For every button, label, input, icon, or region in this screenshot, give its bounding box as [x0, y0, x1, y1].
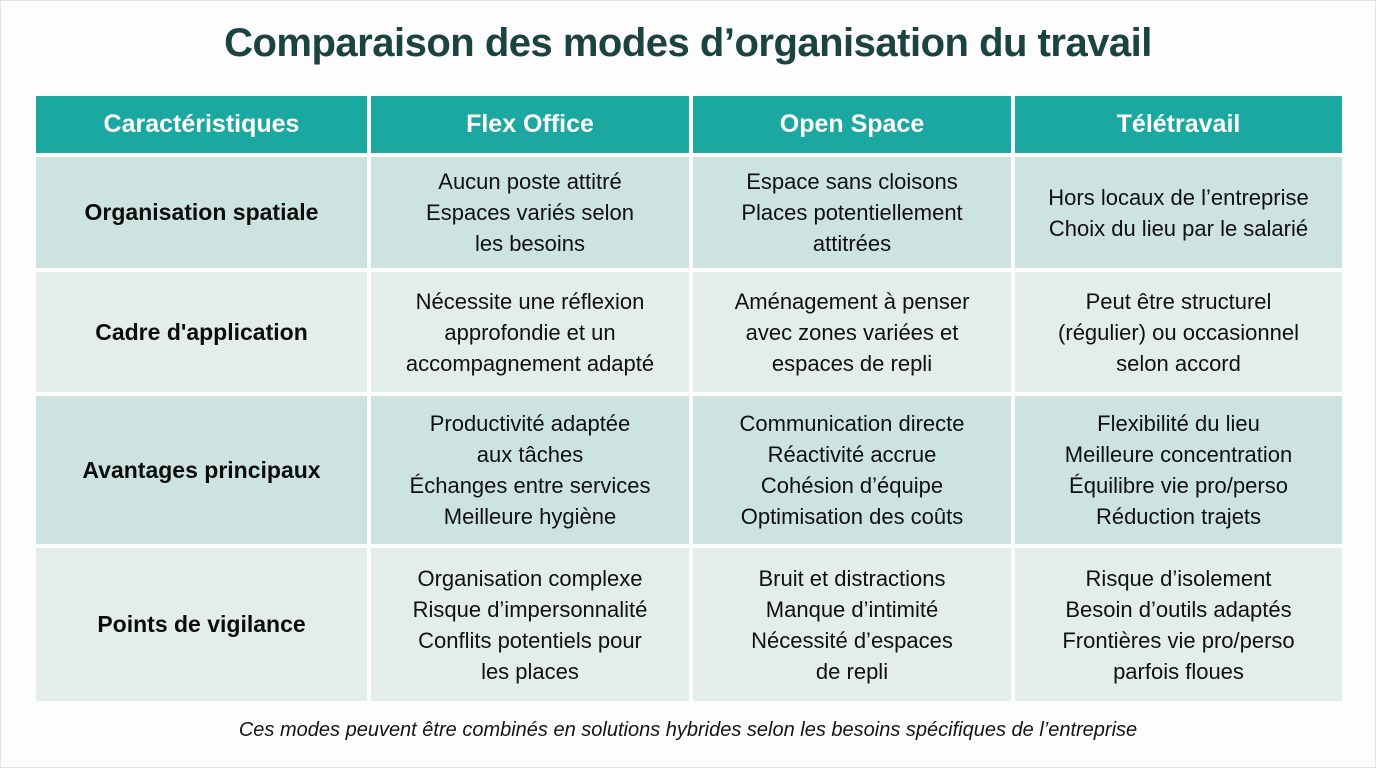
table-cell: Flexibilité du lieu Meilleure concentrat…: [1015, 396, 1342, 544]
column-header-open-space: Open Space: [693, 96, 1011, 153]
table-cell: Risque d’isolement Besoin d’outils adapt…: [1015, 548, 1342, 701]
row-label-points-de-vigilance: Points de vigilance: [36, 548, 367, 701]
row-label-organisation-spatiale: Organisation spatiale: [36, 157, 367, 268]
page-title: Comparaison des modes d’organisation du …: [224, 21, 1152, 65]
column-header-caracteristiques: Caractéristiques: [36, 96, 367, 153]
column-header-flex-office: Flex Office: [371, 96, 689, 153]
table-cell: Espace sans cloisons Places potentiellem…: [693, 157, 1011, 268]
table-cell: Communication directe Réactivité accrue …: [693, 396, 1011, 544]
column-header-teletravail: Télétravail: [1015, 96, 1342, 153]
row-label-cadre-application: Cadre d'application: [36, 272, 367, 392]
table-cell: Hors locaux de l’entreprise Choix du lie…: [1015, 157, 1342, 268]
table-cell: Aménagement à penser avec zones variées …: [693, 272, 1011, 392]
footnote: Ces modes peuvent être combinés en solut…: [238, 719, 1138, 741]
table-cell: Peut être structurel (régulier) ou occas…: [1015, 272, 1342, 392]
table-cell: Organisation complexe Risque d’impersonn…: [371, 548, 689, 701]
table-cell: Aucun poste attitré Espaces variés selon…: [371, 157, 689, 268]
table-cell: Bruit et distractions Manque d’intimité …: [693, 548, 1011, 701]
table-cell: Productivité adaptée aux tâches Échanges…: [371, 396, 689, 544]
comparison-table: Caractéristiques Flex Office Open Space …: [36, 96, 1342, 701]
row-label-avantages-principaux: Avantages principaux: [36, 396, 367, 544]
table-cell: Nécessite une réflexion approfondie et u…: [371, 272, 689, 392]
